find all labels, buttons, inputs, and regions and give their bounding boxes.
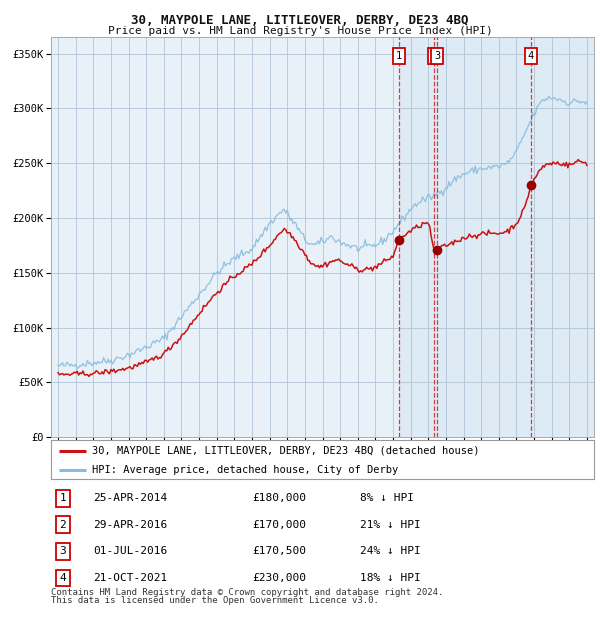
Text: HPI: Average price, detached house, City of Derby: HPI: Average price, detached house, City… bbox=[92, 465, 398, 475]
Text: 21% ↓ HPI: 21% ↓ HPI bbox=[360, 520, 421, 530]
Text: 4: 4 bbox=[59, 573, 67, 583]
Text: 29-APR-2016: 29-APR-2016 bbox=[93, 520, 167, 530]
Text: 1: 1 bbox=[395, 51, 402, 61]
Text: 2: 2 bbox=[59, 520, 67, 530]
Text: £170,500: £170,500 bbox=[252, 546, 306, 557]
Text: £230,000: £230,000 bbox=[252, 573, 306, 583]
Bar bbox=[398, 37, 594, 437]
Text: 30, MAYPOLE LANE, LITTLEOVER, DERBY, DE23 4BQ (detached house): 30, MAYPOLE LANE, LITTLEOVER, DERBY, DE2… bbox=[92, 446, 479, 456]
Text: 3: 3 bbox=[434, 51, 440, 61]
Text: 18% ↓ HPI: 18% ↓ HPI bbox=[360, 573, 421, 583]
Text: 21-OCT-2021: 21-OCT-2021 bbox=[93, 573, 167, 583]
Text: 3: 3 bbox=[59, 546, 67, 557]
Text: £170,000: £170,000 bbox=[252, 520, 306, 530]
Text: £180,000: £180,000 bbox=[252, 493, 306, 503]
Text: This data is licensed under the Open Government Licence v3.0.: This data is licensed under the Open Gov… bbox=[51, 596, 379, 605]
Text: 2: 2 bbox=[431, 51, 437, 61]
Text: 25-APR-2014: 25-APR-2014 bbox=[93, 493, 167, 503]
Text: 8% ↓ HPI: 8% ↓ HPI bbox=[360, 493, 414, 503]
Text: 4: 4 bbox=[527, 51, 534, 61]
Text: Price paid vs. HM Land Registry's House Price Index (HPI): Price paid vs. HM Land Registry's House … bbox=[107, 26, 493, 36]
Text: 01-JUL-2016: 01-JUL-2016 bbox=[93, 546, 167, 557]
Text: Contains HM Land Registry data © Crown copyright and database right 2024.: Contains HM Land Registry data © Crown c… bbox=[51, 588, 443, 598]
Text: 30, MAYPOLE LANE, LITTLEOVER, DERBY, DE23 4BQ: 30, MAYPOLE LANE, LITTLEOVER, DERBY, DE2… bbox=[131, 14, 469, 27]
Text: 1: 1 bbox=[59, 493, 67, 503]
Text: 24% ↓ HPI: 24% ↓ HPI bbox=[360, 546, 421, 557]
